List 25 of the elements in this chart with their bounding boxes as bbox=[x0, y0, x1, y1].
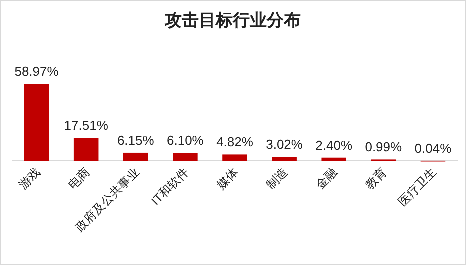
bar bbox=[24, 84, 50, 161]
data-label: 3.02% bbox=[266, 137, 304, 152]
data-label: 2.40% bbox=[316, 138, 353, 153]
data-label: 4.82% bbox=[216, 134, 254, 150]
data-label: 0.99% bbox=[365, 140, 403, 155]
bar bbox=[124, 152, 148, 161]
bar bbox=[74, 138, 99, 161]
data-label: 0.04% bbox=[414, 140, 452, 156]
data-label: 6.10% bbox=[167, 133, 204, 148]
x-tick-label: 医疗卫生 bbox=[396, 165, 440, 210]
x-tick-label: 游戏 bbox=[16, 165, 43, 192]
x-tick-label: IT和软件 bbox=[148, 165, 192, 208]
x-tick-label: 教育 bbox=[362, 165, 390, 192]
bar bbox=[322, 158, 346, 161]
bar bbox=[272, 157, 297, 161]
x-tick-label: 媒体 bbox=[214, 165, 242, 192]
chart-title: 攻击目标行业分布 bbox=[164, 11, 301, 30]
bar bbox=[222, 154, 248, 161]
x-tick-label: 金融 bbox=[313, 165, 340, 192]
data-label: 58.97% bbox=[14, 64, 60, 79]
x-tick-label: 制造 bbox=[264, 165, 291, 192]
data-label: 6.15% bbox=[117, 132, 155, 148]
x-tick-label: 电商 bbox=[66, 165, 92, 192]
bar bbox=[173, 153, 198, 161]
data-label: 17.51% bbox=[64, 118, 109, 134]
